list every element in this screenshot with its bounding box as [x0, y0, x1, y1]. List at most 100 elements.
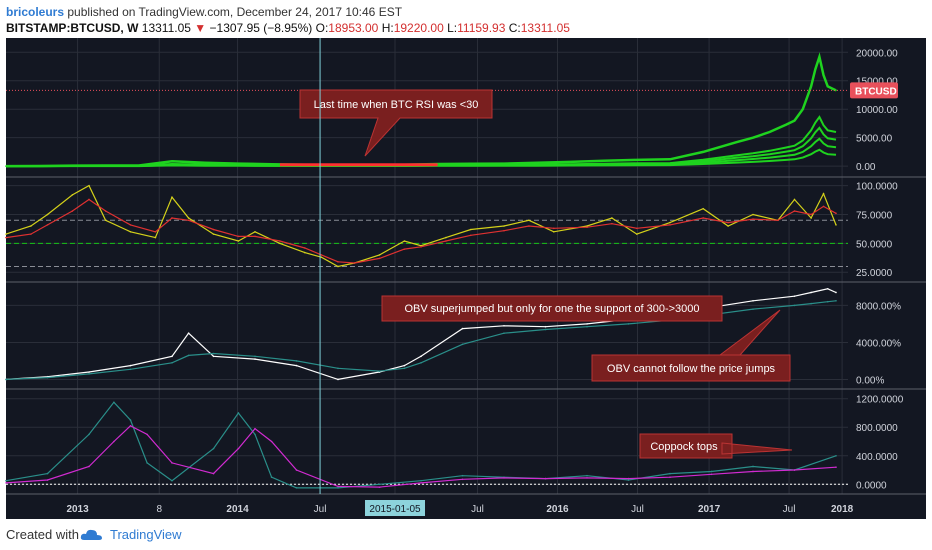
down-arrow-icon: ▼: [194, 21, 207, 35]
close-label: C:: [508, 21, 521, 35]
data-point: [104, 210, 107, 212]
data-point: [810, 213, 812, 216]
data-point: [46, 479, 49, 481]
data-point: [146, 462, 148, 464]
price-series-line: [5, 52, 837, 168]
data-point: [129, 224, 132, 226]
data-point: [627, 479, 630, 481]
callout-shape: [299, 89, 493, 157]
data-point: [254, 235, 256, 238]
data-point: [353, 262, 356, 264]
data-point: [337, 378, 339, 381]
y-tick-label: 4000.00%: [856, 338, 901, 349]
data-point: [30, 225, 32, 227]
data-point: [403, 248, 406, 250]
open-value: 18953.00: [328, 21, 379, 35]
x-tick-label: 2017: [698, 504, 721, 515]
data-point: [337, 485, 339, 488]
data-point: [378, 257, 381, 260]
moving-average-line: [5, 148, 837, 168]
data-point: [768, 131, 771, 133]
rsi-ma-series-line: [5, 198, 837, 264]
data-point: [5, 482, 7, 484]
data-point: [835, 454, 837, 457]
data-point: [810, 302, 812, 305]
y-tick-label: 100.0000: [856, 182, 898, 193]
price-change: −1307.95 (−8.95%): [209, 21, 313, 35]
data-point: [337, 487, 339, 489]
tradingview-cloud-icon: [80, 529, 102, 540]
open-label: O:: [315, 21, 329, 35]
annotation-obv-price: OBV cannot follow the price jumps: [591, 309, 791, 382]
data-point: [835, 89, 837, 92]
data-point: [727, 221, 729, 224]
rsi-series-line: [5, 184, 837, 268]
data-point: [88, 433, 90, 436]
data-point: [420, 361, 422, 364]
x-tick-label: 8: [156, 504, 162, 515]
data-point: [403, 364, 406, 367]
annotation-rsi-callout: Last time when BTC RSI was <30: [299, 89, 493, 157]
data-point: [171, 479, 173, 482]
y-tick-label: 800.0000: [856, 423, 898, 434]
data-point: [818, 56, 821, 58]
y-tick-label: 400.0000: [856, 452, 898, 463]
data-point: [503, 229, 505, 232]
author-link[interactable]: bricoleurs: [6, 5, 65, 19]
data-point: [420, 355, 422, 358]
data-point: [129, 231, 132, 233]
data-point: [826, 85, 829, 88]
data-point: [254, 433, 256, 436]
low-value: 11159.93: [457, 21, 506, 35]
data-point: [793, 210, 796, 212]
data-point: [295, 487, 298, 489]
data-point: [154, 231, 157, 233]
publish-text: published on TradingView.com, December 2…: [67, 5, 403, 19]
data-point: [752, 136, 754, 139]
data-point: [461, 478, 464, 481]
data-point: [669, 221, 671, 224]
x-tick-label: 2014: [226, 504, 249, 515]
data-point: [337, 261, 339, 263]
chart-area[interactable]: 20000.00 15000.00 10000.00 5000.00 0.00 BTCUS…: [0, 38, 932, 519]
footer: Created with TradingView: [0, 519, 932, 550]
data-point: [146, 433, 148, 436]
data-point: [129, 364, 132, 367]
header: bricoleurs published on TradingView.com,…: [0, 0, 932, 38]
data-point: [171, 196, 173, 198]
data-point: [378, 486, 381, 488]
data-point: [171, 160, 173, 163]
data-point: [536, 161, 538, 164]
data-point: [420, 482, 422, 484]
data-point: [553, 231, 555, 233]
data-point: [171, 462, 173, 464]
data-point: [810, 217, 812, 219]
y-tick-label: 0.0000: [856, 480, 887, 491]
data-point: [71, 194, 74, 196]
data-point: [544, 328, 547, 331]
data-point: [470, 228, 472, 231]
data-point: [295, 364, 298, 367]
data-point: [113, 401, 115, 404]
data-point: [237, 235, 240, 238]
data-point: [212, 352, 215, 355]
data-point: [46, 213, 49, 216]
data-point: [586, 225, 588, 227]
data-point: [822, 74, 825, 76]
data-point: [822, 192, 825, 195]
data-point: [752, 470, 754, 473]
data-point: [420, 246, 422, 248]
data-point: [304, 247, 306, 249]
tradingview-brand[interactable]: TradingView: [110, 527, 182, 542]
y-tick-label: 5000.00: [856, 134, 893, 145]
last-price: 13311.05: [141, 21, 191, 35]
data-point: [553, 227, 555, 230]
data-point: [237, 412, 240, 414]
price-badge-label: BTCUSD: [855, 86, 897, 97]
data-point: [503, 324, 505, 327]
data-point: [461, 327, 464, 330]
data-point: [187, 332, 190, 334]
data-point: [279, 240, 281, 242]
data-point: [669, 476, 671, 478]
data-point: [793, 119, 796, 122]
